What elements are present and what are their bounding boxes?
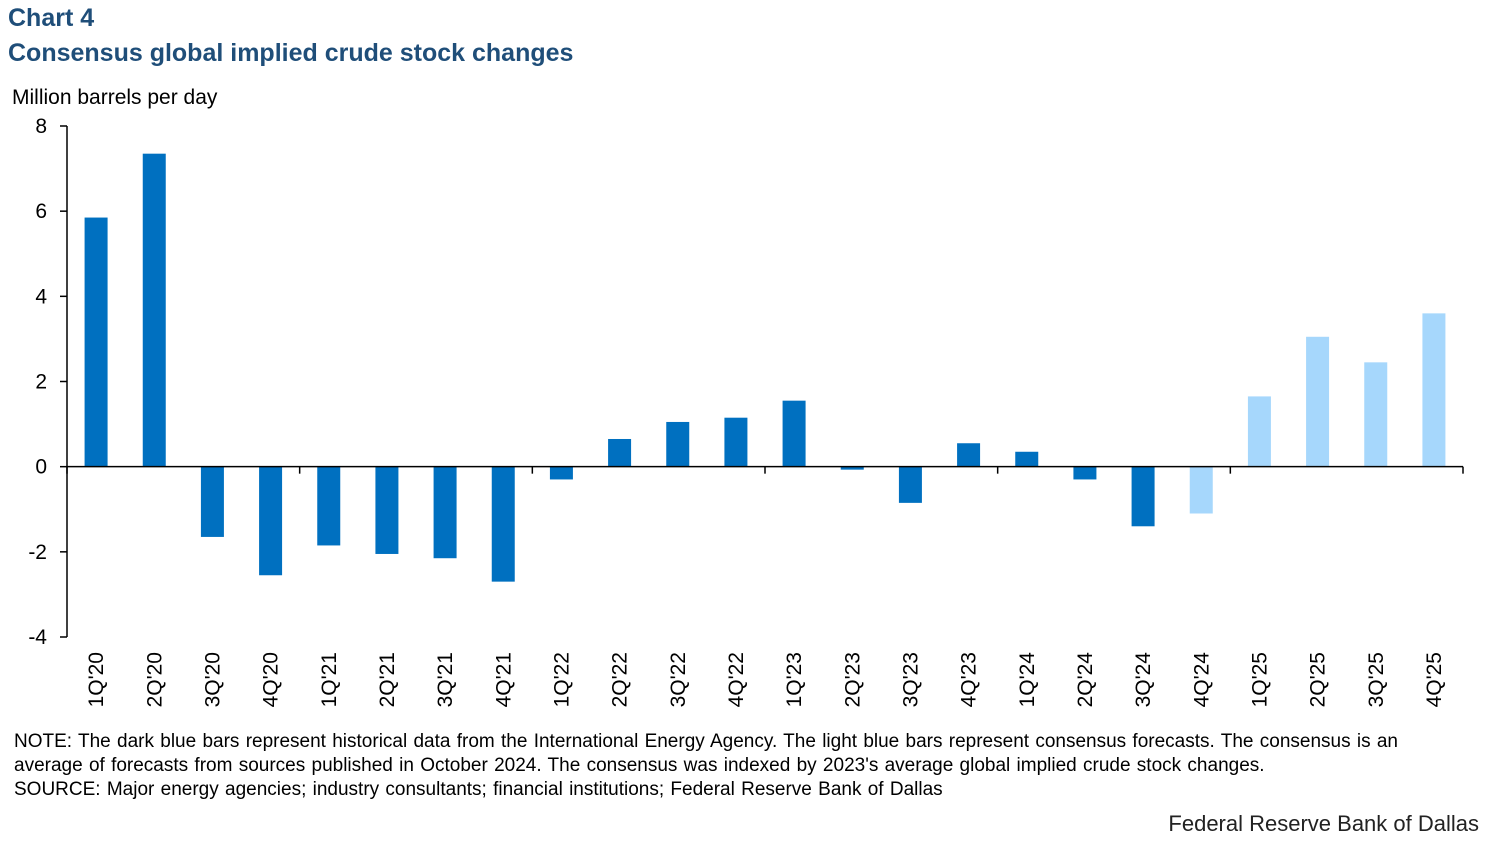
bar-historical <box>724 417 748 467</box>
y-tick-label: 0 <box>35 456 47 479</box>
bar-forecast <box>1189 466 1213 514</box>
bar-historical <box>1073 466 1097 480</box>
x-tick-label: 4Q'25 <box>1423 652 1446 707</box>
x-tick-label: 2Q'24 <box>1074 652 1097 708</box>
x-tick-label: 3Q'22 <box>667 652 690 707</box>
y-tick-label: 8 <box>35 115 47 138</box>
bar-historical <box>142 153 166 467</box>
x-tick-label: 1Q'23 <box>783 652 806 707</box>
bar-forecast <box>1247 396 1271 467</box>
bar-historical <box>898 466 922 503</box>
x-tick-label: 4Q'24 <box>1190 652 1213 708</box>
bar-historical <box>84 217 108 467</box>
bar-chart: Million barrels per day -4 -2 0 2 4 6 8 1Q'20 2… <box>12 86 1464 708</box>
y-tick-label: 4 <box>35 285 47 308</box>
x-tick-label: 1Q'25 <box>1248 652 1271 707</box>
source-text: SOURCE: Major energy agencies; industry … <box>14 779 943 800</box>
x-tick-label: 2Q'21 <box>376 652 399 707</box>
bar-forecast <box>1364 362 1388 467</box>
footnote: NOTE: The dark blue bars represent histo… <box>14 730 1454 802</box>
y-tick-label: -2 <box>28 541 47 564</box>
chart-label: Chart 4 <box>8 4 95 32</box>
bar-historical <box>200 466 224 537</box>
y-axis: -4 -2 0 2 4 6 8 <box>28 115 68 649</box>
x-tick-label: 1Q'20 <box>85 652 108 707</box>
bar-historical <box>317 466 341 546</box>
bar-forecast <box>1422 313 1446 467</box>
x-tick-label: 3Q'21 <box>434 652 457 707</box>
x-tick-label: 2Q'20 <box>143 652 166 707</box>
bar-historical <box>549 466 573 480</box>
bar-historical <box>957 443 981 467</box>
bar-historical <box>433 466 457 559</box>
x-axis: 1Q'20 2Q'20 3Q'20 4Q'20 1Q'21 2Q'21 3Q'21 4Q'21… <box>66 465 1464 708</box>
x-tick-label: 1Q'21 <box>318 652 341 707</box>
chart-title: Consensus global implied crude stock cha… <box>8 39 574 67</box>
bar-historical <box>259 466 283 576</box>
x-tick-label: 4Q'21 <box>492 652 515 707</box>
x-tick-label: 4Q'20 <box>260 652 283 707</box>
bar-historical <box>840 466 864 470</box>
x-tick-label: 4Q'22 <box>725 652 748 707</box>
note-text: NOTE: The dark blue bars represent histo… <box>14 731 1398 776</box>
x-tick-label: 4Q'23 <box>958 652 981 707</box>
bar-historical <box>782 400 806 467</box>
x-tick-label: 2Q'22 <box>609 652 632 707</box>
bar-historical <box>491 466 515 582</box>
brand-logo-text: Federal Reserve Bank of Dallas <box>1168 811 1479 836</box>
y-tick-label: 2 <box>35 371 47 394</box>
y-tick-label: 6 <box>35 200 47 223</box>
x-tick-label: 3Q'23 <box>899 652 922 707</box>
bar-historical <box>666 421 690 467</box>
x-tick-label: 1Q'24 <box>1016 652 1039 708</box>
bar-historical <box>375 466 399 554</box>
x-tick-label: 3Q'25 <box>1365 652 1388 707</box>
y-axis-label: Million barrels per day <box>12 86 218 109</box>
x-tick-label: 1Q'22 <box>550 652 573 707</box>
bar-historical <box>608 438 632 467</box>
x-tick-label: 3Q'20 <box>201 652 224 707</box>
bar-historical <box>1015 451 1039 467</box>
y-tick-label: -4 <box>28 626 47 649</box>
x-tick-label: 2Q'23 <box>841 652 864 707</box>
bar-historical <box>1131 466 1155 527</box>
bar-forecast <box>1306 336 1330 467</box>
x-tick-label: 3Q'24 <box>1132 652 1155 708</box>
x-tick-label: 2Q'25 <box>1307 652 1330 707</box>
bars <box>84 153 1446 582</box>
